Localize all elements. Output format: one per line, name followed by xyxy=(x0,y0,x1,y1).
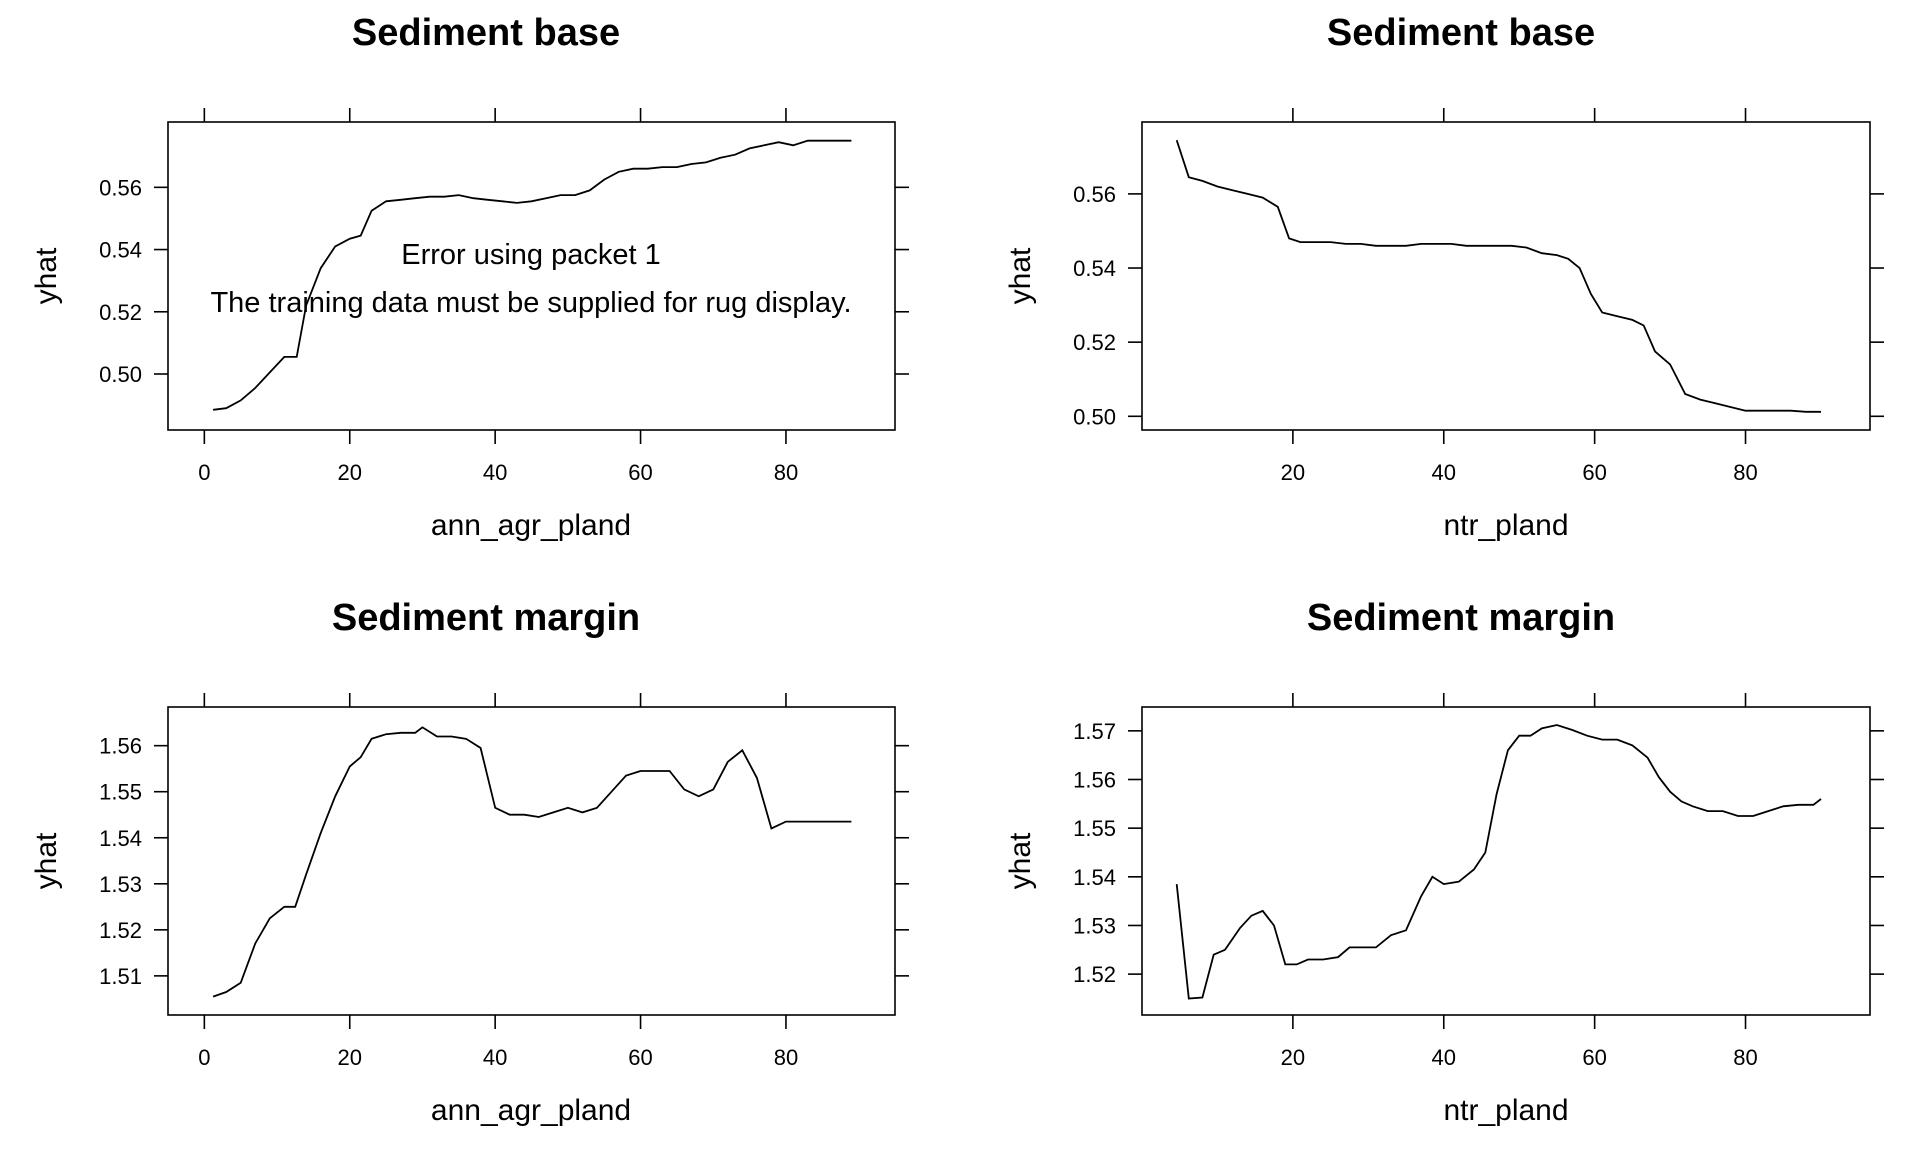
panel-4: Sediment margin 20 40 60 80 1.52 1.53 1.54 1.55… xyxy=(1004,597,1884,1127)
y-tick-label: 1.52 xyxy=(1073,962,1116,987)
y-tick-label: 0.50 xyxy=(1073,404,1116,429)
plot-frame xyxy=(1141,121,1871,431)
y-tick-label: 0.50 xyxy=(99,362,142,387)
panel-title: Sediment margin xyxy=(332,597,640,639)
x-tick-label: 60 xyxy=(628,460,652,485)
series-line xyxy=(212,139,852,411)
y-tick-label: 1.55 xyxy=(99,780,142,805)
x-tick-label: 60 xyxy=(1582,1045,1606,1070)
x-axis-label: ann_agr_pland xyxy=(431,1094,631,1127)
y-tick-label: 0.52 xyxy=(99,300,142,325)
x-tick-label: 40 xyxy=(483,1045,507,1070)
x-tick-label: 0 xyxy=(198,460,210,485)
y-axis-label: yhat xyxy=(30,247,63,304)
y-axis-label: yhat xyxy=(1004,247,1037,304)
y-tick-label: 1.53 xyxy=(99,872,142,897)
x-tick-label: 40 xyxy=(1432,1045,1456,1070)
x-tick-label: 40 xyxy=(1432,460,1456,485)
panel-title: Sediment margin xyxy=(1307,597,1615,639)
panel-title: Sediment base xyxy=(1327,12,1595,54)
x-tick-label: 80 xyxy=(774,460,798,485)
y-tick-label: 1.56 xyxy=(99,734,142,759)
error-message-line-2: The training data must be supplied for r… xyxy=(210,287,851,319)
y-tick-label: 0.54 xyxy=(99,238,142,263)
y-tick-label: 1.54 xyxy=(1073,865,1116,890)
panel-2: Sediment base 20 40 60 80 0.50 0.52 0.54 0.56 n… xyxy=(1004,12,1884,542)
y-tick-label: 0.54 xyxy=(1073,256,1116,281)
x-tick-label: 60 xyxy=(628,1045,652,1070)
x-axis-label: ann_agr_pland xyxy=(431,509,631,542)
panel-title: Sediment base xyxy=(352,12,620,54)
y-tick-label: 1.57 xyxy=(1073,719,1116,744)
x-tick-label: 20 xyxy=(338,1045,362,1070)
y-tick-label: 1.55 xyxy=(1073,816,1116,841)
x-tick-label: 80 xyxy=(1733,1045,1757,1070)
x-tick-label: 20 xyxy=(338,460,362,485)
plot-frame xyxy=(1141,706,1871,1016)
panel-1: Sediment base 0 20 40 60 800.500.520.540.56 … xyxy=(30,12,909,542)
y-tick-label: 0.56 xyxy=(1073,182,1116,207)
error-message-line-1: Error using packet 1 xyxy=(401,239,661,271)
x-tick-label: 0 xyxy=(198,1045,210,1070)
y-axis-label: yhat xyxy=(1004,832,1037,889)
y-tick-label: 1.56 xyxy=(1073,767,1116,792)
x-tick-label: 40 xyxy=(483,460,507,485)
plot-frame xyxy=(167,121,896,431)
y-tick-label: 1.54 xyxy=(99,826,142,851)
y-axis-label: yhat xyxy=(30,832,63,889)
y-tick-label: 1.53 xyxy=(1073,913,1116,938)
y-tick-label: 0.56 xyxy=(99,175,142,200)
series-line xyxy=(212,726,852,998)
x-tick-label: 80 xyxy=(774,1045,798,1070)
x-tick-label: 20 xyxy=(1281,1045,1305,1070)
x-tick-label: 20 xyxy=(1281,460,1305,485)
y-tick-label: 1.51 xyxy=(99,964,142,989)
series-line xyxy=(1175,724,1822,1000)
series-line xyxy=(1175,139,1821,413)
x-tick-label: 80 xyxy=(1733,460,1757,485)
x-tick-label: 60 xyxy=(1582,460,1606,485)
y-tick-label: 1.52 xyxy=(99,918,142,943)
y-tick-label: 0.52 xyxy=(1073,330,1116,355)
x-axis-label: ntr_pland xyxy=(1443,509,1568,542)
panel-3: Sediment margin 0 20 40 60 80 1.51 1.52 1.53 1.5… xyxy=(30,597,909,1127)
plot-frame xyxy=(167,706,896,1016)
x-axis-label: ntr_pland xyxy=(1443,1094,1568,1127)
